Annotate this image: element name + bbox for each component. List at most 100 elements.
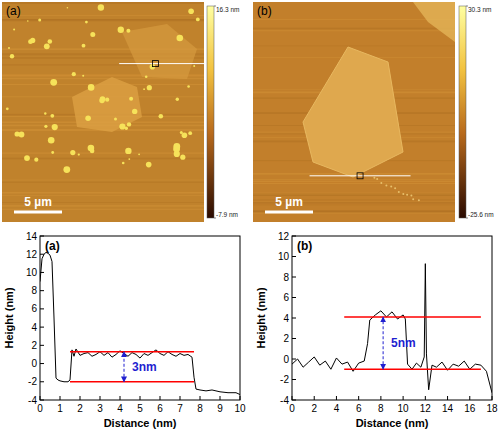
afm-background xyxy=(253,2,455,222)
y-tick-label: 8 xyxy=(31,285,37,296)
scan-streak xyxy=(2,19,204,21)
particle xyxy=(99,98,104,103)
scan-streak xyxy=(2,158,204,160)
y-tick-label: 4 xyxy=(31,322,37,333)
reference-line xyxy=(344,368,481,370)
flake xyxy=(72,77,142,132)
particle xyxy=(412,198,414,200)
y-tick-label: 0 xyxy=(283,354,289,365)
reference-line xyxy=(70,381,194,383)
y-tick-label: 10 xyxy=(26,267,38,278)
afm-image: (b)5 µm30.3 nm-25.6 nm xyxy=(253,2,494,222)
particle xyxy=(398,191,400,193)
flake xyxy=(122,24,197,79)
particle xyxy=(145,76,148,79)
y-tick-label: -2 xyxy=(280,374,289,385)
plot-frame xyxy=(292,236,492,400)
particle xyxy=(176,98,179,101)
x-tick-label: 2 xyxy=(77,403,83,414)
particle xyxy=(38,18,41,21)
colorbar-label: 16.3 nm xyxy=(216,6,240,13)
particle xyxy=(380,182,382,184)
reference-line xyxy=(70,351,194,353)
particle xyxy=(376,178,378,180)
y-tick xyxy=(40,308,44,309)
particle xyxy=(146,162,152,168)
scan-marker xyxy=(357,173,363,179)
annotation: 5nm xyxy=(391,336,416,350)
chart-label: (b) xyxy=(297,239,312,253)
particle xyxy=(24,155,30,161)
line-chart: 012345678910-4-202468101214Distance (nm)… xyxy=(3,231,246,430)
y-tick xyxy=(292,379,296,380)
particle xyxy=(418,199,420,201)
y-tick-label: -4 xyxy=(28,395,37,406)
x-tick-label: 9 xyxy=(217,403,223,414)
particle xyxy=(128,158,130,160)
y-tick xyxy=(292,318,296,319)
x-tick-label: 6 xyxy=(356,403,362,414)
particle xyxy=(82,44,86,48)
x-axis-label: Distance (nm) xyxy=(356,417,429,429)
scan-streak xyxy=(2,15,204,16)
colorbar-label: 30.3 nm xyxy=(468,6,492,13)
scan-streak xyxy=(253,181,455,183)
colorbar-label: -7.9 nm xyxy=(216,211,238,218)
x-tick-label: 8 xyxy=(378,403,384,414)
particle xyxy=(90,32,95,37)
profile-line xyxy=(40,252,240,394)
x-tick xyxy=(358,396,359,400)
scan-streak xyxy=(253,179,455,181)
line-chart: 024681012141618-4-2024681012Distance (nm… xyxy=(255,231,498,430)
image-label: (a) xyxy=(6,4,21,18)
particle xyxy=(390,186,392,188)
scan-streak xyxy=(2,153,204,154)
y-tick-label: 2 xyxy=(31,340,37,351)
x-tick-label: 18 xyxy=(486,403,498,414)
x-tick-label: 10 xyxy=(398,403,410,414)
x-tick-label: 5 xyxy=(137,403,143,414)
scan-streak xyxy=(2,2,204,4)
height-arrow xyxy=(124,352,125,382)
chart-label: (a) xyxy=(45,239,60,253)
scan-streak xyxy=(2,182,204,183)
figure: (a)5 µm16.3 nm-7.9 nm(b)5 µm30.3 nm-25.6… xyxy=(0,0,500,440)
particle xyxy=(127,122,131,126)
x-tick-label: 12 xyxy=(420,403,432,414)
y-tick-label: -2 xyxy=(28,376,37,387)
x-tick-label: 4 xyxy=(117,403,123,414)
image-label: (b) xyxy=(257,4,272,18)
y-tick-label: 2 xyxy=(283,333,289,344)
annotation: 3nm xyxy=(132,360,157,374)
x-tick-label: 7 xyxy=(177,403,183,414)
y-tick-label: 12 xyxy=(26,249,38,260)
particle xyxy=(50,79,57,86)
height-arrow xyxy=(383,317,384,369)
scan-streak xyxy=(253,210,455,212)
particle xyxy=(114,118,117,121)
x-tick-label: 1 xyxy=(57,403,63,414)
particle xyxy=(44,125,47,128)
x-tick-label: 10 xyxy=(234,403,246,414)
scan-streak xyxy=(253,45,455,47)
y-tick-label: 4 xyxy=(283,313,289,324)
particle xyxy=(34,158,38,162)
particle xyxy=(85,21,88,24)
profile-line xyxy=(292,264,492,393)
y-tick xyxy=(292,256,296,257)
y-tick-label: 8 xyxy=(283,272,289,283)
y-tick-label: 12 xyxy=(278,231,290,242)
particle xyxy=(6,107,9,110)
scan-streak xyxy=(253,28,455,30)
scan-streak xyxy=(253,30,455,31)
scan-marker xyxy=(153,61,159,67)
scan-streak xyxy=(2,192,204,194)
x-tick xyxy=(120,396,121,400)
particle xyxy=(90,149,95,154)
x-tick-label: 4 xyxy=(334,403,340,414)
particle xyxy=(132,109,137,114)
particle xyxy=(85,115,91,121)
particle xyxy=(48,39,53,44)
particle xyxy=(44,112,46,114)
particle xyxy=(67,7,69,9)
